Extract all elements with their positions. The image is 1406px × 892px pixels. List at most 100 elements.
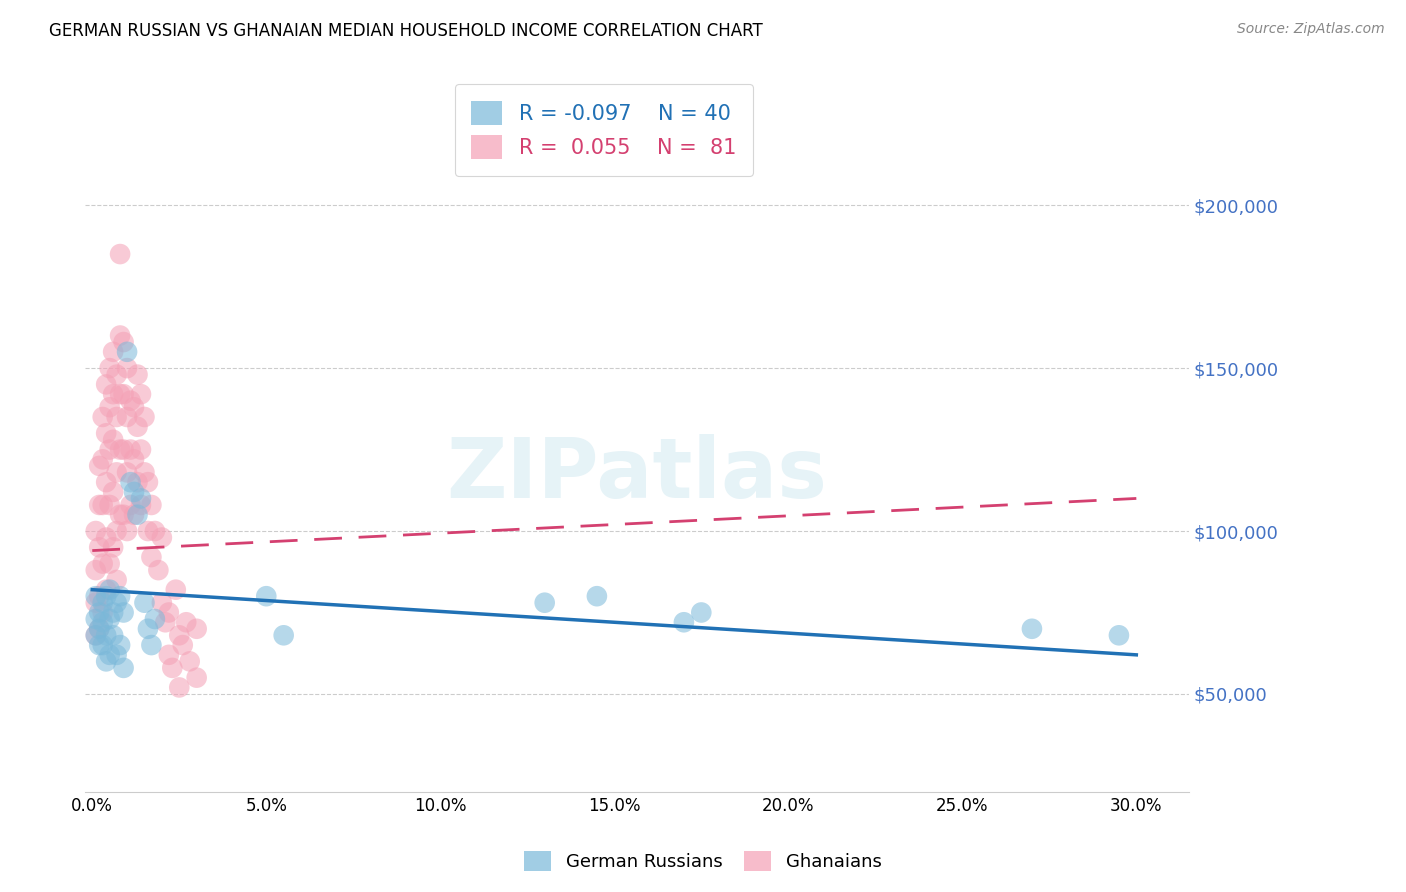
Point [120, 442, 142, 457]
Point [84, 612, 107, 626]
Point [120, 498, 142, 512]
Point [96, 531, 118, 545]
Point [105, 596, 128, 610]
Point [91, 409, 114, 424]
Point [98, 648, 121, 662]
Point [115, 466, 138, 480]
Point [141, 638, 163, 652]
Point [120, 393, 142, 408]
Point [84, 628, 107, 642]
Point [112, 334, 135, 349]
Point [141, 498, 163, 512]
Point [89, 498, 111, 512]
Point [105, 524, 128, 538]
Point [273, 628, 295, 642]
Point [101, 628, 124, 642]
Point [157, 606, 180, 620]
Point [89, 622, 111, 636]
Point [105, 573, 128, 587]
Legend: German Russians, Ghanaians: German Russians, Ghanaians [517, 844, 889, 879]
Point [101, 541, 124, 555]
Point [98, 442, 121, 457]
Point [108, 442, 131, 457]
Point [122, 401, 145, 415]
Point [134, 409, 156, 424]
Point [89, 638, 111, 652]
Point [96, 654, 118, 668]
Point [105, 648, 128, 662]
Point [129, 442, 152, 457]
Point [96, 582, 118, 597]
Point [91, 596, 114, 610]
Point [98, 557, 121, 571]
Point [98, 582, 121, 597]
Point [179, 654, 201, 668]
Point [84, 563, 107, 577]
Point [690, 606, 713, 620]
Point [672, 615, 695, 630]
Point [108, 638, 131, 652]
Point [112, 387, 135, 401]
Point [122, 452, 145, 467]
Point [1108, 628, 1130, 642]
Point [89, 589, 111, 603]
Point [101, 606, 124, 620]
Point [148, 563, 170, 577]
Point [127, 368, 149, 382]
Point [89, 458, 111, 473]
Point [254, 589, 277, 603]
Point [120, 475, 142, 490]
Point [101, 484, 124, 499]
Point [112, 661, 135, 675]
Point [105, 466, 128, 480]
Point [115, 409, 138, 424]
Point [122, 508, 145, 522]
Point [143, 524, 166, 538]
Point [101, 387, 124, 401]
Point [101, 344, 124, 359]
Point [136, 622, 159, 636]
Point [89, 606, 111, 620]
Point [84, 589, 107, 603]
Point [96, 589, 118, 603]
Point [96, 475, 118, 490]
Point [108, 328, 131, 343]
Point [98, 401, 121, 415]
Point [91, 557, 114, 571]
Point [134, 596, 156, 610]
Point [186, 622, 208, 636]
Point [169, 628, 191, 642]
Point [129, 491, 152, 506]
Text: GERMAN RUSSIAN VS GHANAIAN MEDIAN HOUSEHOLD INCOME CORRELATION CHART: GERMAN RUSSIAN VS GHANAIAN MEDIAN HOUSEH… [49, 22, 763, 40]
Point [150, 596, 173, 610]
Point [165, 582, 187, 597]
Point [105, 368, 128, 382]
Point [1021, 622, 1043, 636]
Point [98, 361, 121, 376]
Point [533, 596, 555, 610]
Point [172, 638, 194, 652]
Point [98, 498, 121, 512]
Point [186, 671, 208, 685]
Point [162, 661, 184, 675]
Point [84, 628, 107, 642]
Point [115, 524, 138, 538]
Point [115, 344, 138, 359]
Point [129, 498, 152, 512]
Point [586, 589, 609, 603]
Point [91, 606, 114, 620]
Point [141, 550, 163, 565]
Point [157, 648, 180, 662]
Point [174, 615, 197, 630]
Point [84, 596, 107, 610]
Point [91, 638, 114, 652]
Point [98, 612, 121, 626]
Point [96, 377, 118, 392]
Point [134, 466, 156, 480]
Point [127, 475, 149, 490]
Point [143, 612, 166, 626]
Point [129, 387, 152, 401]
Point [108, 589, 131, 603]
Point [155, 615, 177, 630]
Text: Source: ZipAtlas.com: Source: ZipAtlas.com [1237, 22, 1385, 37]
